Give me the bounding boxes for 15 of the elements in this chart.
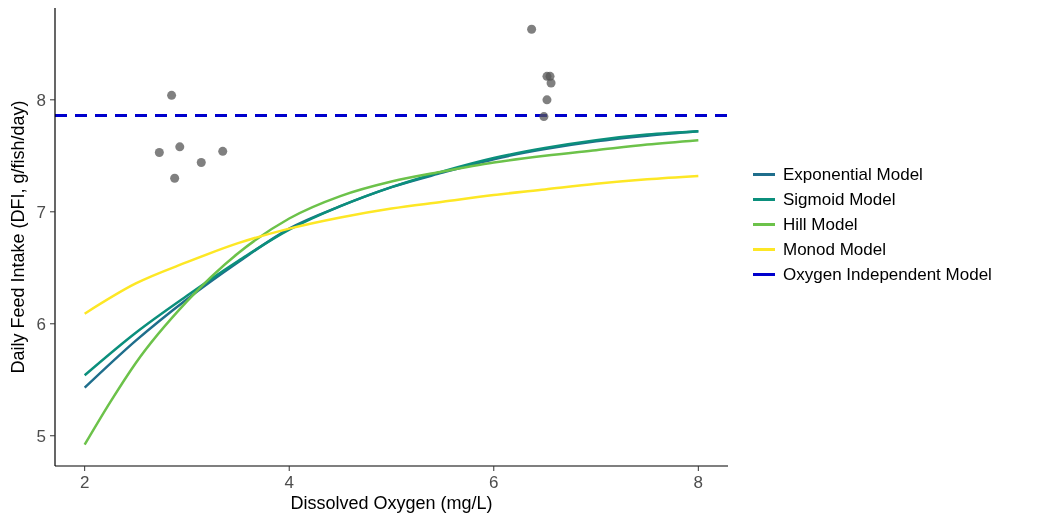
legend-label: Oxygen Independent Model: [783, 265, 992, 285]
y-tick-label: 8: [36, 90, 46, 110]
legend-label: Monod Model: [783, 240, 887, 260]
x-tick-label: 6: [489, 473, 499, 492]
x-tick-label: 4: [284, 473, 294, 492]
legend-label: Exponential Model: [783, 165, 923, 185]
y-tick-label: 5: [36, 426, 46, 446]
legend-label: Sigmoid Model: [783, 190, 896, 210]
x-axis-title: Dissolved Oxygen (mg/L): [290, 493, 493, 513]
x-tick-label: 2: [79, 473, 90, 492]
legend-label: Hill Model: [783, 215, 858, 235]
x-tick-label: 8: [693, 473, 704, 492]
y-axis-title: Daily Feed Intake (DFI, g/fish/day): [8, 100, 28, 374]
y-tick-label: 6: [36, 314, 46, 334]
y-tick-label: 7: [36, 202, 46, 222]
